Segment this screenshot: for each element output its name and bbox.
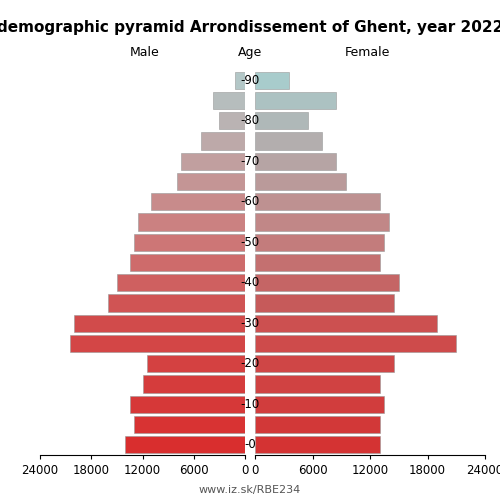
Bar xyxy=(235,72,245,88)
Bar xyxy=(255,173,346,190)
Bar xyxy=(220,112,245,130)
Text: -80: -80 xyxy=(240,114,260,127)
Text: -30: -30 xyxy=(240,317,260,330)
Bar xyxy=(130,396,245,413)
Text: -20: -20 xyxy=(240,358,260,370)
Bar xyxy=(181,152,245,170)
Text: Age: Age xyxy=(238,46,262,59)
Text: -40: -40 xyxy=(240,276,260,289)
Bar xyxy=(255,436,380,454)
Bar xyxy=(255,72,288,88)
Bar xyxy=(255,274,399,291)
Bar xyxy=(151,193,245,210)
Bar xyxy=(134,234,245,251)
Bar xyxy=(255,132,322,150)
Bar xyxy=(255,112,308,130)
Bar xyxy=(255,416,380,433)
Bar xyxy=(255,234,384,251)
Bar xyxy=(255,396,384,413)
Bar xyxy=(255,92,336,109)
Bar xyxy=(130,254,245,271)
Bar xyxy=(126,436,245,454)
Text: demographic pyramid Arrondissement of Ghent, year 2022: demographic pyramid Arrondissement of Gh… xyxy=(0,20,500,35)
Text: -70: -70 xyxy=(240,154,260,168)
Bar xyxy=(255,214,389,230)
Bar xyxy=(74,314,245,332)
Bar xyxy=(70,335,245,352)
Bar xyxy=(200,132,245,150)
Bar xyxy=(255,355,394,372)
Text: -90: -90 xyxy=(240,74,260,86)
Text: -60: -60 xyxy=(240,195,260,208)
Text: Male: Male xyxy=(130,46,160,59)
Bar xyxy=(108,294,245,312)
Bar xyxy=(212,92,245,109)
Text: www.iz.sk/RBE234: www.iz.sk/RBE234 xyxy=(199,485,301,495)
Text: -0: -0 xyxy=(244,438,256,452)
Bar xyxy=(255,314,437,332)
Bar xyxy=(255,335,456,352)
Bar xyxy=(117,274,245,291)
Bar xyxy=(147,355,245,372)
Bar xyxy=(255,254,380,271)
Bar xyxy=(142,376,245,392)
Bar xyxy=(255,152,336,170)
Bar xyxy=(255,294,394,312)
Bar xyxy=(138,214,245,230)
Text: -50: -50 xyxy=(240,236,260,248)
Text: Female: Female xyxy=(345,46,390,59)
Bar xyxy=(255,376,380,392)
Text: -10: -10 xyxy=(240,398,260,411)
Bar xyxy=(255,193,380,210)
Bar xyxy=(134,416,245,433)
Bar xyxy=(176,173,245,190)
